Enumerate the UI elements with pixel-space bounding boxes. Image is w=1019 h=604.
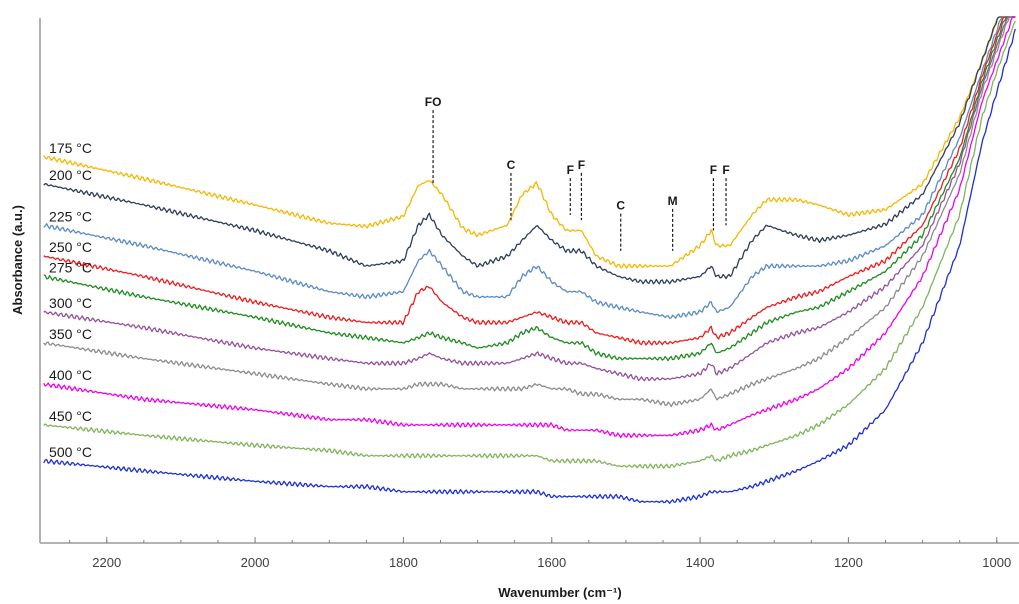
series-lines: [43, 16, 1016, 504]
annotation-label: M: [668, 194, 678, 208]
series-line: [43, 20, 1016, 469]
annotation-label: FO: [425, 95, 442, 109]
x-tick-label: 1400: [686, 555, 715, 570]
y-axis-title: Absorbance (a.u.): [10, 205, 25, 315]
x-tick-label: 2200: [92, 555, 121, 570]
series-line: [43, 16, 1016, 382]
series-label: 400 °C: [49, 367, 92, 383]
series-line: [43, 16, 1016, 408]
annotation-label: F: [567, 163, 574, 177]
series-label: 300 °C: [49, 295, 92, 311]
x-tick-label: 1200: [834, 555, 863, 570]
annotation-label: F: [710, 163, 717, 177]
series-label: 225 °C: [49, 208, 92, 224]
series-line: [43, 16, 1016, 269]
series-label: 450 °C: [49, 408, 92, 424]
series-line: [43, 16, 1016, 362]
annotation-label: F: [578, 158, 585, 172]
series-line: [43, 16, 1016, 285]
series-labels: 175 °C 200 °C 225 °C 250 °C 275 °C 300 °C 350 …: [49, 140, 92, 460]
x-tick-label: 2000: [241, 555, 270, 570]
x-tick-label: 1000: [982, 555, 1011, 570]
series-label: 175 °C: [49, 140, 92, 156]
x-axis-title: Wavenumber (cm⁻¹): [498, 585, 621, 600]
series-line: [43, 16, 1016, 320]
series-label: 250 °C: [49, 239, 92, 255]
series-label: 500 °C: [49, 444, 92, 460]
series-label: 200 °C: [49, 167, 92, 183]
axes: 2200 2000 1800 1600 1400 1200 1000: [39, 18, 1019, 570]
annotation-label: C: [507, 158, 516, 172]
series-line: [43, 28, 1016, 504]
series-line: [43, 16, 1016, 439]
annotation-label: F: [722, 163, 729, 177]
series-label: 275 °C: [49, 260, 92, 276]
annotation-label: C: [616, 199, 625, 213]
series-label: 350 °C: [49, 326, 92, 342]
x-tick-label: 1800: [389, 555, 418, 570]
peak-annotations: FOC F FC MF F: [425, 95, 730, 251]
x-tick-label: 1600: [537, 555, 566, 570]
series-line: [43, 16, 1016, 346]
